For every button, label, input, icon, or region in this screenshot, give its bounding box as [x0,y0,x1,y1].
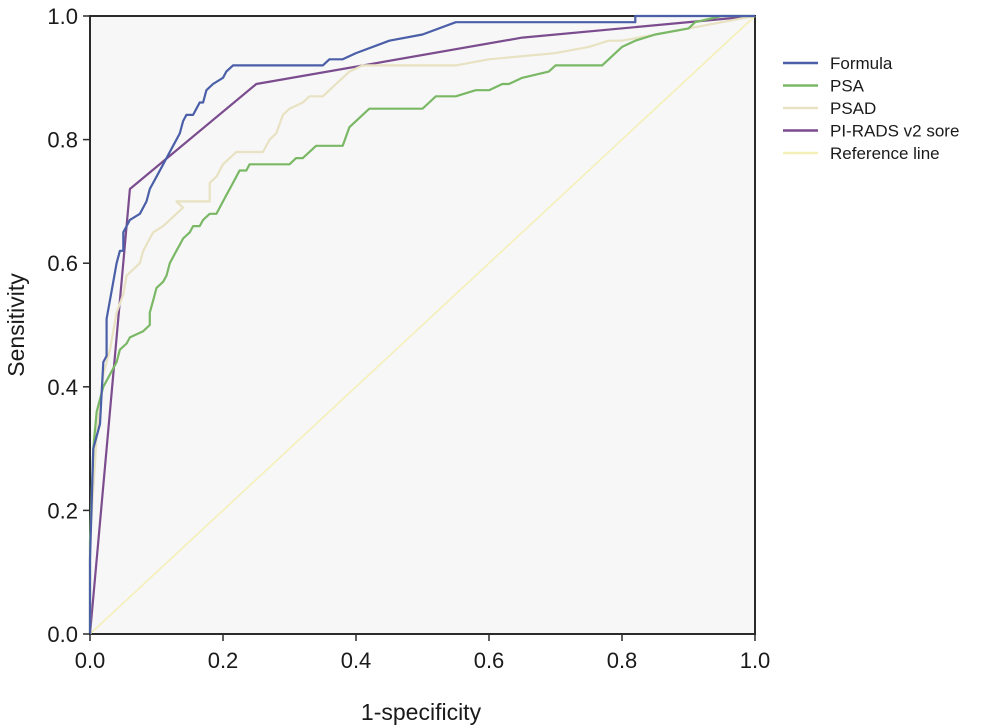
y-tick-label: 0.8 [47,128,78,153]
y-tick-label: 1.0 [47,4,78,29]
legend-label: PSAD [830,99,876,118]
x-axis-title: 1-specificity [361,699,482,725]
legend: Formula PSA PSAD PI-RADS v2 sore Reference l… [783,54,959,163]
y-tick-label: 0.6 [47,251,78,276]
series-lines [88,14,756,635]
series-line-psad [88,14,756,634]
y-tick-label: 0.4 [47,375,78,400]
y-axis-title: Sensitivity [3,273,29,377]
series-line-reference-line [89,15,756,635]
legend-label: Formula [830,54,893,73]
y-tick-label: 0.0 [47,622,78,647]
y-tick-label: 0.2 [47,498,78,523]
x-tick-label: 0.4 [341,648,372,673]
legend-label: Reference line [830,144,940,163]
x-tick-label: 1.0 [740,648,771,673]
axis-ticks: 0.0 0.2 0.4 0.6 0.8 1.0 0.0 0.2 0.4 0.6 0.8 1.0 [47,4,770,673]
x-tick-label: 0.2 [208,648,239,673]
x-tick-label: 0.8 [607,648,638,673]
legend-label: PI-RADS v2 sore [830,122,959,141]
series-line-pi-rads-v2-sore [88,14,756,635]
series-line-formula [88,14,755,634]
legend-label: PSA [830,77,865,96]
series-line-psa [88,14,755,634]
x-tick-label: 0.0 [75,648,106,673]
x-tick-label: 0.6 [474,648,505,673]
